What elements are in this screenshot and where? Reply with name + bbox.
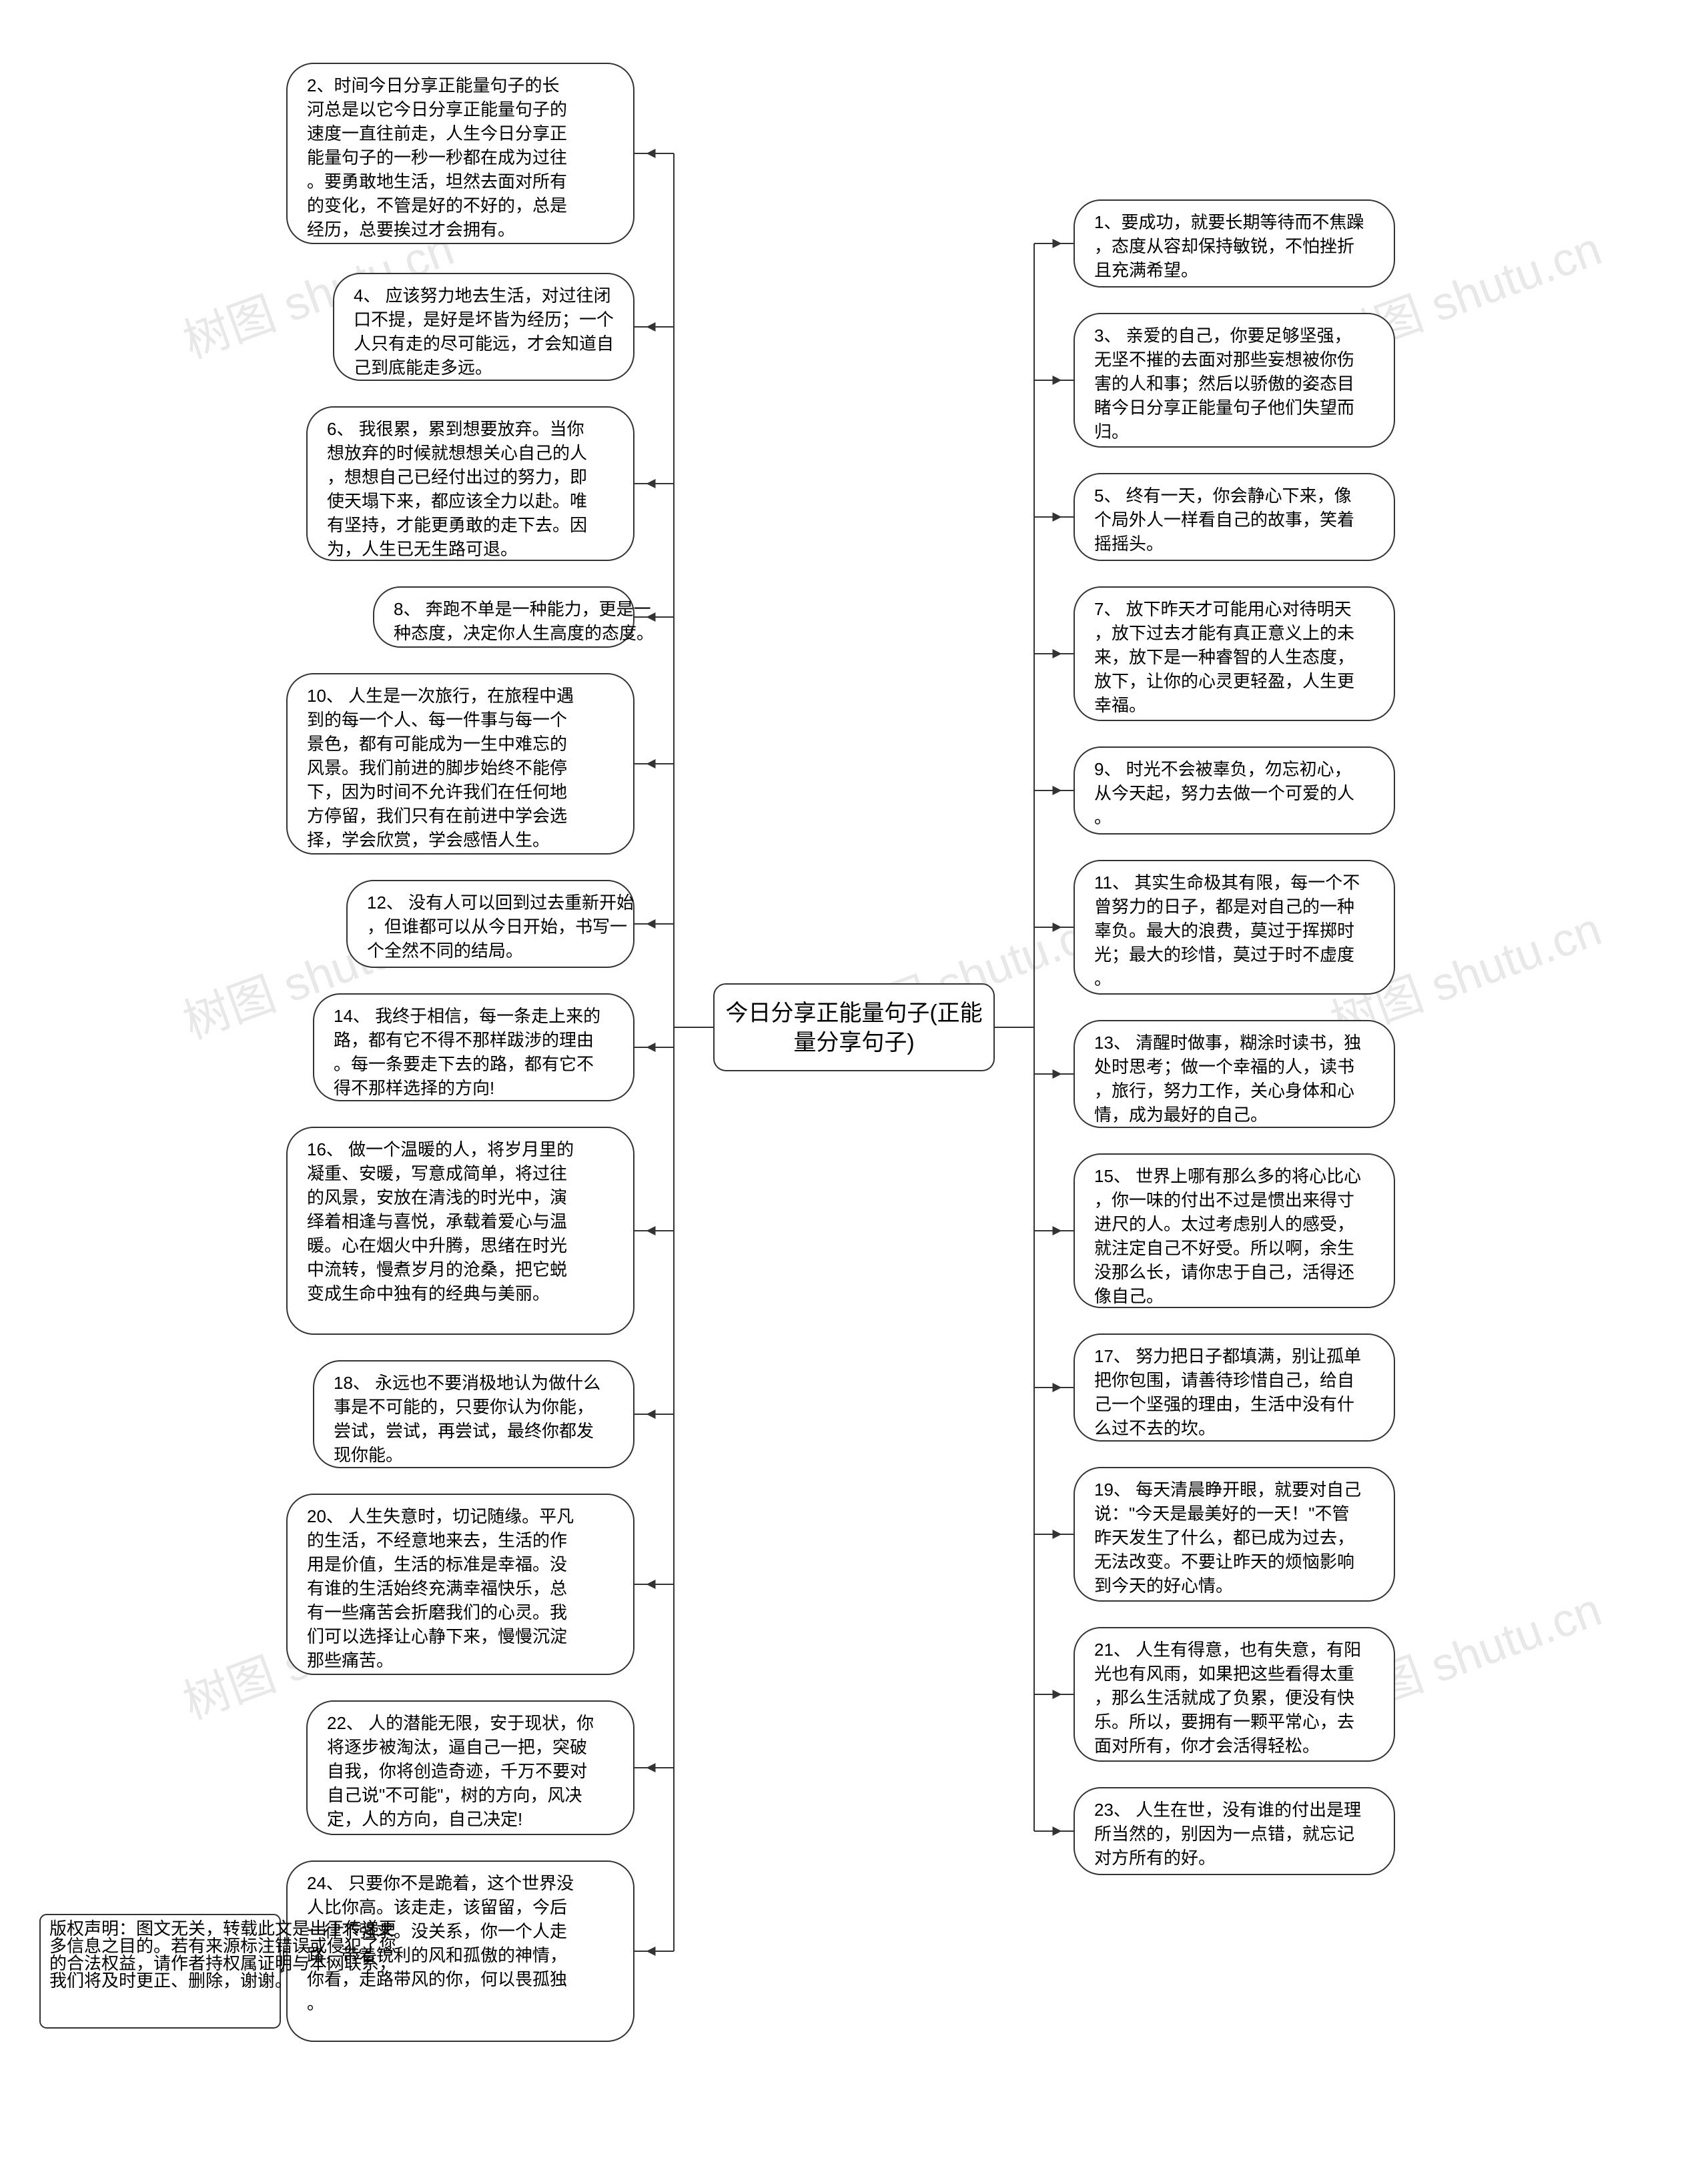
left-node-1-text: 2、时间今日分享正能量句子的长河总是以它今日分享正能量句子的速度一直往前走，人生… [307, 75, 567, 239]
left-node-10: 20、 人生失意时，切记随缘。平凡的生活，不经意地来去，生活的作用是价值，生活的… [287, 1494, 634, 1674]
right-node-6: 11、 其实生命极其有限，每一个不曾努力的日子，都是对自己的一种辜负。最大的浪费… [1074, 861, 1394, 994]
left-node-8: 16、 做一个温暖的人，将岁月里的凝重、安暖，写意成简单，将过往的风景，安放在清… [287, 1127, 634, 1334]
left-node-10-text: 20、 人生失意时，切记随缘。平凡的生活，不经意地来去，生活的作用是价值，生活的… [307, 1506, 574, 1670]
left-node-2: 4、 应该努力地去生活，对过往闭口不提，是好是坏皆为经历；一个人只有走的尽可能远… [334, 274, 634, 380]
right-node-10: 19、 每天清晨睁开眼，就要对自己说："今天是最美好的一天！"不管昨天发生了什么… [1074, 1468, 1394, 1601]
left-node-7: 14、 我终于相信，每一条走上来的路，都有它不得不那样跋涉的理由。每一条要走下去… [314, 994, 634, 1101]
left-node-9: 18、 永远也不要消极地认为做什么事是不可能的，只要你认为你能，尝试，尝试，再尝… [314, 1361, 634, 1468]
left-node-5: 10、 人生是一次旅行，在旅程中遇到的每一个人、每一件事与每一个景色，都有可能成… [287, 674, 634, 854]
right-node-3: 5、 终有一天，你会静心下来，像个局外人一样看自己的故事，笑着摇摇头。 [1074, 474, 1394, 560]
right-node-4: 7、 放下昨天才可能用心对待明天，放下过去才能有真正意义上的未来，放下是一种睿智… [1074, 587, 1394, 720]
left-node-11: 22、 人的潜能无限，安于现状，你将逐步被淘汰，逼自己一把，突破自我，你将创造奇… [307, 1701, 634, 1834]
right-node-12: 23、 人生在世，没有谁的付出是理所当然的，别因为一点错，就忘记对方所有的好。 [1074, 1788, 1394, 1874]
center-node: 今日分享正能量句子(正能量分享句子) [714, 984, 994, 1071]
left-node-5-text: 10、 人生是一次旅行，在旅程中遇到的每一个人、每一件事与每一个景色，都有可能成… [307, 686, 574, 850]
right-node-11: 21、 人生有得意，也有失意，有阳光也有风雨，如果把这些看得太重，那么生活就成了… [1074, 1628, 1394, 1761]
right-node-1: 1、要成功，就要长期等待而不焦躁，态度从容却保持敏锐，不怕挫折且充满希望。 [1074, 200, 1394, 287]
left-node-3: 6、 我很累，累到想要放弃。当你想放弃的时候就想想关心自己的人，想想自己已经付出… [307, 407, 634, 560]
left-node-6: 12、 没有人可以回到过去重新开始，但谁都可以从今日开始，书写一个全然不同的结局… [347, 881, 634, 967]
right-node-7: 13、 清醒时做事，糊涂时读书，独处时思考；做一个幸福的人，读书，旅行，努力工作… [1074, 1021, 1394, 1127]
right-node-9: 17、 努力把日子都填满，别让孤单把你包围，请善待珍惜自己，给自己一个坚强的理由… [1074, 1334, 1394, 1441]
left-node-1: 2、时间今日分享正能量句子的长河总是以它今日分享正能量句子的速度一直往前走，人生… [287, 63, 634, 243]
right-node-8: 15、 世界上哪有那么多的将心比心，你一味的付出不过是惯出来得寸进尺的人。太过考… [1074, 1154, 1394, 1307]
left-node-8-text: 16、 做一个温暖的人，将岁月里的凝重、安暖，写意成简单，将过往的风景，安放在清… [307, 1139, 574, 1303]
right-node-5: 9、 时光不会被辜负，勿忘初心，从今天起，努力去做一个可爱的人。 [1074, 747, 1394, 834]
left-node-4: 8、 奔跑不单是一种能力，更是一种态度，决定你人生高度的态度。 [374, 587, 654, 647]
right-node-2: 3、 亲爱的自己，你要足够坚强，无坚不摧的去面对那些妄想被你伤害的人和事；然后以… [1074, 314, 1394, 447]
